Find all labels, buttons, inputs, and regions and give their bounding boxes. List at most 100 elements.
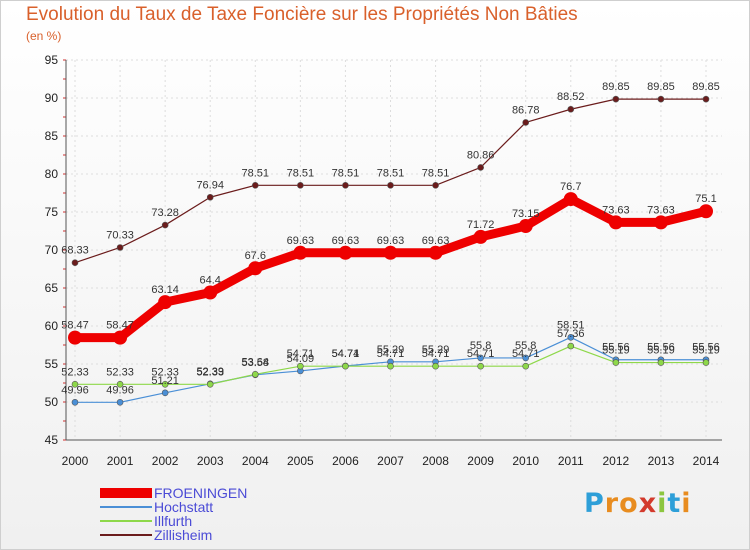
data-point-zillisheim <box>612 95 620 103</box>
data-label-zillisheim: 68.33 <box>61 245 89 257</box>
data-label-hochstatt: 55.29 <box>377 344 405 356</box>
data-point-froeningen <box>563 192 578 207</box>
data-label-froeningen: 75.1 <box>695 193 716 205</box>
logo-letter: t <box>667 488 682 519</box>
data-point-froeningen <box>293 245 308 260</box>
data-point-zillisheim <box>297 182 304 189</box>
data-point-illfurth <box>702 359 710 366</box>
data-label-illfurth: 55.19 <box>692 345 720 357</box>
data-label-zillisheim: 89.85 <box>647 81 675 93</box>
data-point-froeningen <box>473 229 488 244</box>
data-point-illfurth <box>522 362 530 370</box>
legend-item-froeningen: FROENINGEN <box>100 485 400 501</box>
data-label-hochstatt: 51.21 <box>151 375 179 387</box>
data-label-froeningen: 58.47 <box>61 320 89 332</box>
data-point-hochstatt <box>522 354 530 362</box>
data-label-froeningen: 73.15 <box>512 208 540 220</box>
data-label-zillisheim: 78.51 <box>332 167 360 179</box>
y-tick-label: 90 <box>45 91 59 105</box>
data-label-zillisheim: 70.33 <box>106 229 134 241</box>
data-label-illfurth: 54.71 <box>467 348 495 360</box>
data-point-illfurth <box>432 362 439 370</box>
y-tick-label: 85 <box>45 129 59 143</box>
x-tick-label: 2009 <box>467 454 494 468</box>
x-tick-label: 2005 <box>287 454 314 468</box>
y-tick-label: 45 <box>45 433 59 447</box>
data-point-illfurth <box>161 380 169 388</box>
x-tick-label: 2006 <box>332 454 359 468</box>
data-point-zillisheim <box>251 182 259 189</box>
data-label-zillisheim: 88.52 <box>557 91 585 103</box>
data-point-hochstatt <box>116 399 124 406</box>
data-label-hochstatt: 54.74 <box>332 348 360 360</box>
data-point-froeningen <box>248 261 263 276</box>
data-point-zillisheim <box>116 244 124 251</box>
data-label-froeningen: 76.7 <box>560 181 581 193</box>
data-label-hochstatt: 55.56 <box>647 342 675 354</box>
data-label-froeningen: 73.63 <box>647 204 675 216</box>
data-point-illfurth <box>342 362 349 370</box>
logo-letter: i <box>681 488 692 519</box>
data-label-froeningen: 69.63 <box>287 235 315 247</box>
data-point-froeningen <box>653 215 668 230</box>
data-label-froeningen: 69.63 <box>377 235 405 247</box>
legend-swatch-zillisheim <box>100 534 152 536</box>
data-label-hochstatt: 49.96 <box>61 384 89 396</box>
data-point-zillisheim <box>206 193 214 201</box>
data-point-illfurth <box>297 362 304 370</box>
data-label-froeningen: 73.63 <box>602 204 630 216</box>
data-point-froeningen <box>699 204 713 219</box>
data-point-froeningen <box>608 215 623 230</box>
data-label-illfurth: 54.71 <box>287 348 315 360</box>
data-label-hochstatt: 53.58 <box>242 357 270 369</box>
data-label-froeningen: 63.14 <box>151 284 179 296</box>
x-tick-label: 2010 <box>512 454 539 468</box>
data-label-hochstatt: 55.56 <box>692 342 720 354</box>
data-point-froeningen <box>203 285 218 300</box>
data-point-froeningen <box>338 245 353 260</box>
data-label-hochstatt: 55.29 <box>422 344 450 356</box>
logo-letter: r <box>604 488 620 519</box>
legend-label: Illfurth <box>154 513 193 529</box>
y-tick-label: 65 <box>45 281 59 295</box>
data-label-zillisheim: 78.51 <box>377 167 405 179</box>
x-tick-label: 2007 <box>377 454 404 468</box>
data-label-illfurth: 54.71 <box>512 348 540 360</box>
data-label-hochstatt: 55.8 <box>470 340 491 352</box>
data-label-illfurth: 52.33 <box>61 366 89 378</box>
data-label-froeningen: 58.47 <box>106 320 134 332</box>
data-point-zillisheim <box>342 182 349 189</box>
y-tick-label: 70 <box>45 243 59 257</box>
x-tick-label: 2001 <box>107 454 134 468</box>
x-tick-label: 2011 <box>558 454 584 468</box>
data-label-illfurth: 54.71 <box>332 348 360 360</box>
legend-label: Zillisheim <box>154 527 213 543</box>
data-point-zillisheim <box>522 119 530 126</box>
legend-item-illfurth: Illfurth <box>100 513 400 529</box>
data-point-froeningen <box>158 295 173 310</box>
data-label-illfurth: 52.33 <box>106 366 134 378</box>
x-tick-label: 2012 <box>603 454 630 468</box>
data-label-hochstatt: 49.96 <box>106 384 134 396</box>
data-label-hochstatt: 58.51 <box>557 319 585 331</box>
legend-label: Hochstatt <box>154 499 214 515</box>
data-point-illfurth <box>251 371 259 378</box>
data-point-illfurth <box>477 362 484 370</box>
data-label-froeningen: 69.63 <box>332 235 360 247</box>
data-point-illfurth <box>612 359 620 366</box>
y-tick-label: 55 <box>45 357 59 371</box>
data-label-illfurth: 55.19 <box>602 345 630 357</box>
data-point-zillisheim <box>567 105 575 113</box>
data-label-illfurth: 54.71 <box>377 348 405 360</box>
data-point-illfurth <box>657 359 665 366</box>
data-point-illfurth <box>567 342 575 350</box>
data-point-illfurth <box>206 380 214 388</box>
data-point-zillisheim <box>161 221 169 229</box>
data-label-froeningen: 71.72 <box>467 219 495 231</box>
data-point-zillisheim <box>657 95 665 103</box>
legend-swatch-hochstatt <box>100 506 152 508</box>
data-point-froeningen <box>383 245 398 260</box>
logo-letter: o <box>619 488 639 519</box>
